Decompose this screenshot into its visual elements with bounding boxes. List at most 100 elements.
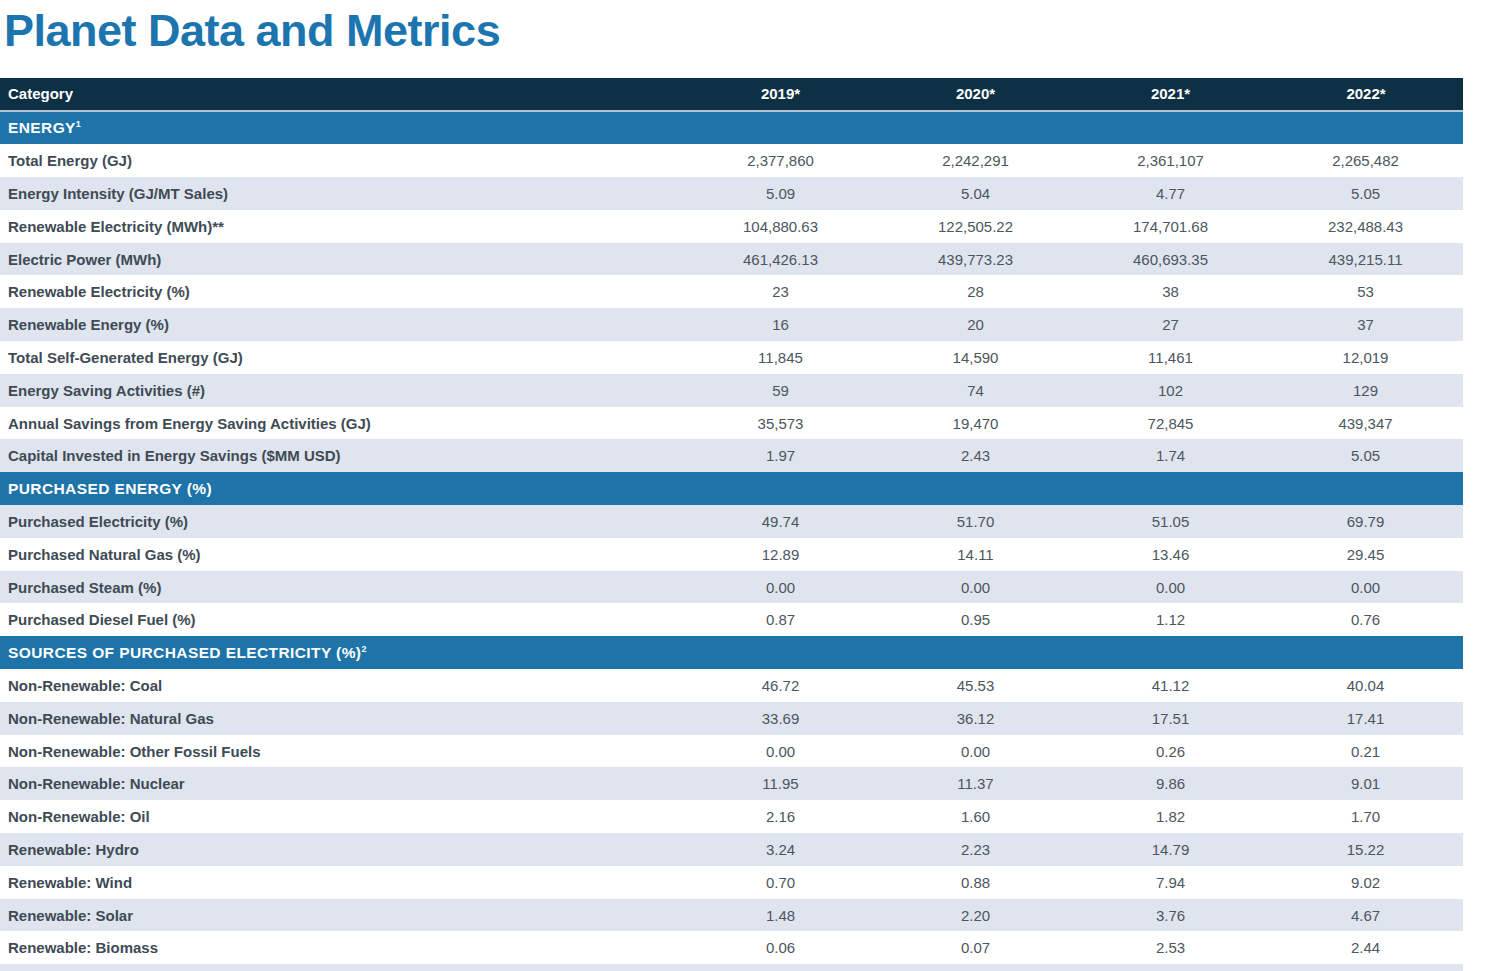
row-value-2021: 0.29 (1073, 964, 1268, 971)
table-row-purchased-electricity: Purchased Electricity (%)49.7451.7051.05… (0, 505, 1463, 538)
row-value-2020: 1.60 (878, 800, 1073, 833)
row-value-2020: 19,470 (878, 407, 1073, 440)
row-value-2020: 51.70 (878, 505, 1073, 538)
row-value-2021: 41.12 (1073, 669, 1268, 702)
row-value-2022: 1.70 (1268, 800, 1463, 833)
table-row-non-renewable-coal: Non-Renewable: Coal46.7245.5341.1240.04 (0, 669, 1463, 702)
row-label: Renewable Electricity (MWh)** (0, 210, 683, 243)
row-value-2021: 2,361,107 (1073, 144, 1268, 177)
row-value-2019: 0.00 (683, 735, 878, 768)
row-value-2020: 2.23 (878, 833, 1073, 866)
row-label: Renewable: Biomass (0, 931, 683, 964)
column-header-2022: 2022* (1268, 78, 1463, 111)
row-value-2022: 2.44 (1268, 931, 1463, 964)
row-value-2019: 49.74 (683, 505, 878, 538)
row-value-2019: 2.16 (683, 800, 878, 833)
table-row-total-self-generated-energy-gj: Total Self-Generated Energy (GJ)11,84514… (0, 341, 1463, 374)
row-label: Renewable Energy (%) (0, 308, 683, 341)
row-label: Non-Renewable: Coal (0, 669, 683, 702)
table-body: ENERGY1Total Energy (GJ)2,377,8602,242,2… (0, 111, 1463, 971)
row-label: Energy Intensity (GJ/MT Sales) (0, 177, 683, 210)
row-value-2021: 38 (1073, 275, 1268, 308)
row-value-2022: 0.76 (1268, 603, 1463, 636)
row-value-2020: 2,242,291 (878, 144, 1073, 177)
row-value-2022: 69.79 (1268, 505, 1463, 538)
row-value-2019: 11,845 (683, 341, 878, 374)
row-value-2022: 15.22 (1268, 833, 1463, 866)
column-header-2020: 2020* (878, 78, 1073, 111)
row-value-2022: 37 (1268, 308, 1463, 341)
row-value-2021: 1.82 (1073, 800, 1268, 833)
row-value-2021: 4.77 (1073, 177, 1268, 210)
row-value-2022: 29.45 (1268, 538, 1463, 571)
row-value-2022: 129 (1268, 374, 1463, 407)
row-label: Renewable: Hydro (0, 833, 683, 866)
row-value-2021: 13.46 (1073, 538, 1268, 571)
row-value-2022: 232,488.43 (1268, 210, 1463, 243)
section-title: SOURCES OF PURCHASED ELECTRICITY (%)2 (0, 636, 1463, 669)
table-row-non-renewable-natural-gas: Non-Renewable: Natural Gas33.6936.1217.5… (0, 702, 1463, 735)
row-value-2020: 0.88 (878, 866, 1073, 899)
table-row-renewable-electricity: Renewable Electricity (%)23283853 (0, 275, 1463, 308)
row-value-2019: 1.48 (683, 899, 878, 932)
table-row-renewable-electricity-mwh: Renewable Electricity (MWh)**104,880.631… (0, 210, 1463, 243)
row-value-2021: 11,461 (1073, 341, 1268, 374)
row-label: Renewable: Wind (0, 866, 683, 899)
row-value-2020: 11.37 (878, 767, 1073, 800)
table-row-non-renewable-nuclear: Non-Renewable: Nuclear11.9511.379.869.01 (0, 767, 1463, 800)
table-header-row: Category 2019* 2020* 2021* 2022* (0, 78, 1463, 111)
row-value-2020: 14.11 (878, 538, 1073, 571)
footnote-marker: 1 (76, 119, 81, 129)
row-value-2022: 9.02 (1268, 866, 1463, 899)
row-value-2019: 0.87 (683, 603, 878, 636)
row-value-2019: 1.97 (683, 439, 878, 472)
row-value-2021: 102 (1073, 374, 1268, 407)
row-label: Non-Renewable: Oil (0, 800, 683, 833)
row-value-2019: 2,377,860 (683, 144, 878, 177)
report-page: Planet Data and Metrics Category 2019* 2… (0, 0, 1492, 971)
row-value-2021: 0.00 (1073, 571, 1268, 604)
row-value-2022: 439,215.11 (1268, 243, 1463, 276)
row-value-2021: 3.76 (1073, 899, 1268, 932)
row-value-2019: 5.09 (683, 177, 878, 210)
row-value-2019: 0.06 (683, 931, 878, 964)
footnote-marker: 2 (361, 643, 366, 653)
column-header-category: Category (0, 78, 683, 111)
row-label: Total Self-Generated Energy (GJ) (0, 341, 683, 374)
row-value-2019: 3.24 (683, 833, 878, 866)
row-value-2020: 2.20 (878, 899, 1073, 932)
column-header-2021: 2021* (1073, 78, 1268, 111)
row-value-2019: 59 (683, 374, 878, 407)
row-value-2022: 0.28 (1268, 964, 1463, 971)
row-label: Purchased Diesel Fuel (%) (0, 603, 683, 636)
row-value-2019: 0.00 (683, 964, 878, 971)
section-header-energy: ENERGY1 (0, 111, 1463, 145)
row-value-2019: 0.00 (683, 571, 878, 604)
row-value-2019: 35,573 (683, 407, 878, 440)
row-value-2020: 0.00 (878, 735, 1073, 768)
row-value-2020: 45.53 (878, 669, 1073, 702)
row-value-2021: 51.05 (1073, 505, 1268, 538)
row-value-2022: 2,265,482 (1268, 144, 1463, 177)
row-value-2020: 0.95 (878, 603, 1073, 636)
row-value-2020: 14,590 (878, 341, 1073, 374)
row-value-2021: 17.51 (1073, 702, 1268, 735)
row-value-2020: 28 (878, 275, 1073, 308)
row-value-2020: 0.07 (878, 931, 1073, 964)
row-value-2019: 33.69 (683, 702, 878, 735)
row-value-2021: 174,701.68 (1073, 210, 1268, 243)
row-value-2022: 0.21 (1268, 735, 1463, 768)
row-label: Capital Invested in Energy Savings ($MM … (0, 439, 683, 472)
section-header-sources-of-purchased-electricity: SOURCES OF PURCHASED ELECTRICITY (%)2 (0, 636, 1463, 669)
row-label: Electric Power (MWh) (0, 243, 683, 276)
row-value-2019: 23 (683, 275, 878, 308)
row-value-2022: 12,019 (1268, 341, 1463, 374)
table-row-renewable-wind: Renewable: Wind0.700.887.949.02 (0, 866, 1463, 899)
table-row-energy-intensity-gj-mt-sales: Energy Intensity (GJ/MT Sales)5.095.044.… (0, 177, 1463, 210)
row-value-2022: 0.00 (1268, 571, 1463, 604)
table-row-annual-savings-from-energy-saving-activities-gj: Annual Savings from Energy Saving Activi… (0, 407, 1463, 440)
row-label: Renewable: Solar (0, 899, 683, 932)
row-value-2021: 27 (1073, 308, 1268, 341)
row-value-2020: 5.04 (878, 177, 1073, 210)
table-row-purchased-natural-gas: Purchased Natural Gas (%)12.8914.1113.46… (0, 538, 1463, 571)
